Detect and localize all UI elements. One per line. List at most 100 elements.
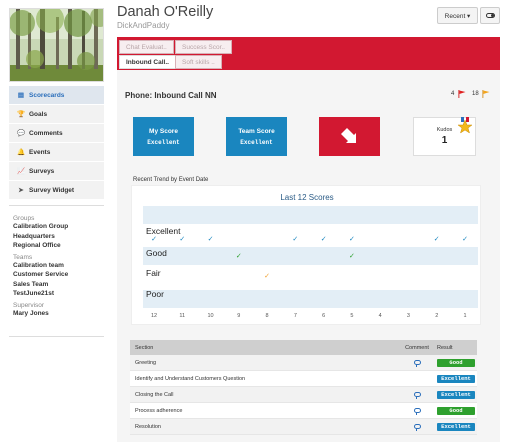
scorecards-icon: ▤: [17, 92, 25, 99]
sidebar-item-label: Survey Widget: [29, 186, 75, 194]
result-cell: Good: [433, 406, 477, 415]
sidebar-nav: ▤ Scorecards 🏆 Goals 💬 Comments 🔔 Events…: [9, 86, 104, 200]
group-item[interactable]: Calibration Group: [13, 223, 69, 230]
comment-column-header[interactable]: Comment: [405, 344, 429, 351]
score-check-point: ✓: [434, 235, 440, 243]
trophy-icon: 🏆: [16, 111, 26, 118]
table-row[interactable]: Process adherence Good: [130, 403, 477, 419]
y-tick-label: Fair: [146, 268, 161, 278]
group-item[interactable]: Headquarters: [13, 232, 55, 240]
x-tick-label: 7: [294, 313, 297, 319]
sidebar-item-label: Events: [29, 148, 51, 156]
trend-chart: Last 12 Scores Excellent Good Fair Poor 12 1…: [131, 185, 481, 325]
comment-icon[interactable]: [413, 408, 421, 415]
x-tick-label: 4: [379, 313, 382, 319]
sidebar: ▤ Scorecards 🏆 Goals 💬 Comments 🔔 Events…: [0, 0, 104, 442]
score-check-point: ✓: [208, 235, 214, 243]
recent-dropdown-button[interactable]: Recent ▾: [437, 7, 478, 24]
supervisor-name[interactable]: Mary Jones: [13, 309, 49, 317]
table-row[interactable]: Resolution Excellent: [130, 419, 477, 435]
result-column-header[interactable]: Result: [437, 344, 453, 351]
x-tick-label: 8: [266, 313, 269, 319]
scorecard-title: Phone: Inbound Call NN: [125, 91, 217, 100]
x-tick-label: 3: [407, 313, 410, 319]
result-cell: Excellent: [433, 390, 477, 399]
table-header: Section Comment Result: [130, 340, 477, 355]
my-score-value: Excellent: [147, 138, 180, 146]
table-row[interactable]: Closing the Call Excellent: [130, 387, 477, 403]
supervisor-heading: Supervisor: [13, 301, 45, 309]
user-name: Danah O'Reilly: [117, 4, 214, 20]
star-medal-icon: [457, 117, 473, 134]
x-tick-label: 12: [151, 313, 157, 319]
result-badge: Excellent: [437, 422, 475, 431]
score-check-point: ✓: [349, 252, 355, 260]
tab-soft-skills[interactable]: Soft skills ..: [175, 55, 222, 69]
toggle-icon: [485, 13, 495, 18]
score-check-point: ✓: [236, 252, 242, 260]
sidebar-item-label: Goals: [29, 110, 48, 118]
my-score-tile[interactable]: My Score Excellent: [133, 117, 194, 156]
score-check-point: ✓: [292, 235, 298, 243]
tab-inbound-call[interactable]: Inbound Call..: [119, 55, 176, 69]
team-item[interactable]: Calibration team: [13, 261, 64, 269]
toggle-button[interactable]: [480, 7, 500, 24]
result-badge: Excellent: [437, 374, 475, 383]
chart-band: [143, 247, 478, 265]
arrow-down-right-icon: [340, 127, 356, 143]
section-results-table: Section Comment Result Greeting Good Ident…: [130, 340, 477, 435]
team-item[interactable]: TestJune21st: [13, 290, 55, 297]
tab-chat-evaluation[interactable]: Chat Evaluat..: [119, 40, 174, 54]
kudos-label: Kudos: [436, 127, 453, 133]
table-row[interactable]: Greeting Good: [130, 355, 477, 371]
table-row[interactable]: Identify and Understand Customers Questi…: [130, 371, 477, 387]
section-name: Identify and Understand Customers Questi…: [135, 375, 246, 382]
comment-cell: [401, 408, 433, 415]
sidebar-item-surveys[interactable]: 📈 Surveys: [9, 162, 104, 181]
result-badge: Good: [437, 358, 475, 367]
orange-flag-icon[interactable]: [482, 90, 490, 98]
sidebar-item-comments[interactable]: 💬 Comments: [9, 124, 104, 143]
sidebar-item-label: Comments: [29, 129, 63, 137]
sidebar-item-events[interactable]: 🔔 Events: [9, 143, 104, 162]
trend-tile[interactable]: [319, 117, 380, 156]
x-tick-label: 9: [237, 313, 240, 319]
trend-section-label: Recent Trend by Event Date: [133, 177, 209, 183]
result-badge: Good: [437, 406, 475, 415]
team-score-value: Excellent: [240, 138, 273, 146]
y-tick-label: Good: [146, 248, 167, 258]
sidebar-item-label: Surveys: [29, 167, 55, 175]
score-check-point: ✓: [151, 235, 157, 243]
comment-cell: [401, 392, 433, 399]
score-check-point: ✓: [321, 235, 327, 243]
team-item[interactable]: Sales Team: [13, 280, 49, 288]
x-tick-label: 5: [350, 313, 353, 319]
section-column-header[interactable]: Section: [135, 344, 154, 351]
tab-success-score[interactable]: Success Scor..: [175, 40, 232, 54]
team-score-title: Team Score: [238, 127, 275, 135]
group-item[interactable]: Regional Office: [13, 242, 61, 249]
comment-icon[interactable]: [413, 392, 421, 399]
sidebar-item-goals[interactable]: 🏆 Goals: [9, 105, 104, 124]
sidebar-item-scorecards[interactable]: ▤ Scorecards: [9, 86, 104, 105]
x-tick-label: 6: [322, 313, 325, 319]
team-item[interactable]: Customer Service: [13, 271, 69, 278]
comment-icon[interactable]: [413, 360, 421, 367]
score-check-point: ✓: [179, 235, 185, 243]
section-name: Greeting: [135, 359, 157, 366]
my-score-title: My Score: [149, 127, 178, 135]
bell-icon: 🔔: [16, 149, 26, 156]
red-flag-icon[interactable]: [458, 90, 466, 98]
sidebar-item-survey-widget[interactable]: ➤ Survey Widget: [9, 181, 104, 200]
comment-icon[interactable]: [413, 424, 421, 431]
teams-heading: Teams: [13, 253, 33, 261]
result-badge: Excellent: [437, 390, 475, 399]
score-check-point: ✓: [349, 235, 355, 243]
result-cell: Excellent: [433, 374, 477, 383]
chart-band: [143, 206, 478, 224]
comment-cell: [401, 424, 433, 431]
team-score-tile[interactable]: Team Score Excellent: [226, 117, 287, 156]
sidebar-divider: [9, 205, 104, 206]
profile-photo: [9, 8, 104, 82]
